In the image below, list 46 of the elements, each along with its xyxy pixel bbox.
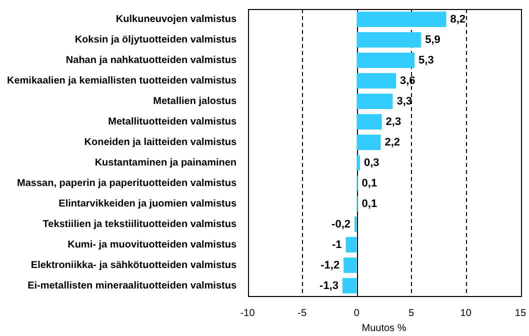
x-tick-label: -5 [298,308,307,319]
data-label: -1,2 [320,259,340,272]
bar [346,237,357,252]
data-label: 8,2 [450,13,466,26]
y-tick-label: Elektroniikka- ja sähkötuotteiden valmistus [30,260,237,271]
bar [356,114,382,130]
bar [342,278,357,294]
y-tick-label: Tekstiilien ja tekstiilituotteiden valmistus [42,219,237,230]
bar [356,73,396,88]
y-tick-label: Ei-metallisten mineraalituotteiden valmistus [28,280,237,292]
bar [356,155,360,170]
y-tick-label: Kustantaminen ja painaminen [94,158,237,168]
data-label: 2,3 [386,116,402,128]
data-label: 3,3 [396,95,412,108]
data-label: 0,1 [362,198,378,210]
bar [356,52,415,68]
data-label: -0,2 [332,218,351,230]
y-tick-label: Kemikaalien ja kemiallisten tuotteiden valmistus [6,76,237,86]
bar [356,32,422,48]
y-tick-label: Elintarvikkeiden ja juomien valmistus [58,198,237,210]
x-tick-label: 0 [354,308,360,319]
y-tick-label: Nahan ja nahkatuotteiden valmistus [66,55,237,66]
x-tick-label: 10 [460,308,472,319]
y-tick-label: Massan, paperin ja paperituotteiden valmistus [17,178,237,189]
x-axis-title: Muutos % [362,322,406,334]
y-tick-label: Kulkuneuvojen valmistus [116,14,237,25]
x-tick-label: 5 [408,308,414,319]
y-tick-label: Metallituotteiden valmistus [108,116,237,128]
data-label: 2,2 [384,136,400,148]
x-tick-label: 15 [514,308,526,319]
bar [356,94,393,109]
bar [344,258,357,273]
data-label: 0,3 [364,156,380,169]
data-label: 3,6 [400,74,416,87]
bar [356,12,446,27]
data-label: 5,3 [418,54,434,66]
data-label: 0,1 [362,177,378,190]
data-label: -1 [332,238,342,251]
bar [356,134,381,150]
y-tick-label: Koksin ja öljytuotteiden valmistus [74,34,237,46]
y-tick-label: Kumi- ja muovituotteiden valmistus [68,240,237,250]
data-label: -1,3 [320,280,338,292]
y-tick-label: Koneiden ja laitteiden valmistus [84,137,237,148]
y-tick-label: Metallien jalostus [153,96,237,107]
x-tick-label: -10 [240,308,256,319]
data-label: 5,9 [425,34,440,46]
